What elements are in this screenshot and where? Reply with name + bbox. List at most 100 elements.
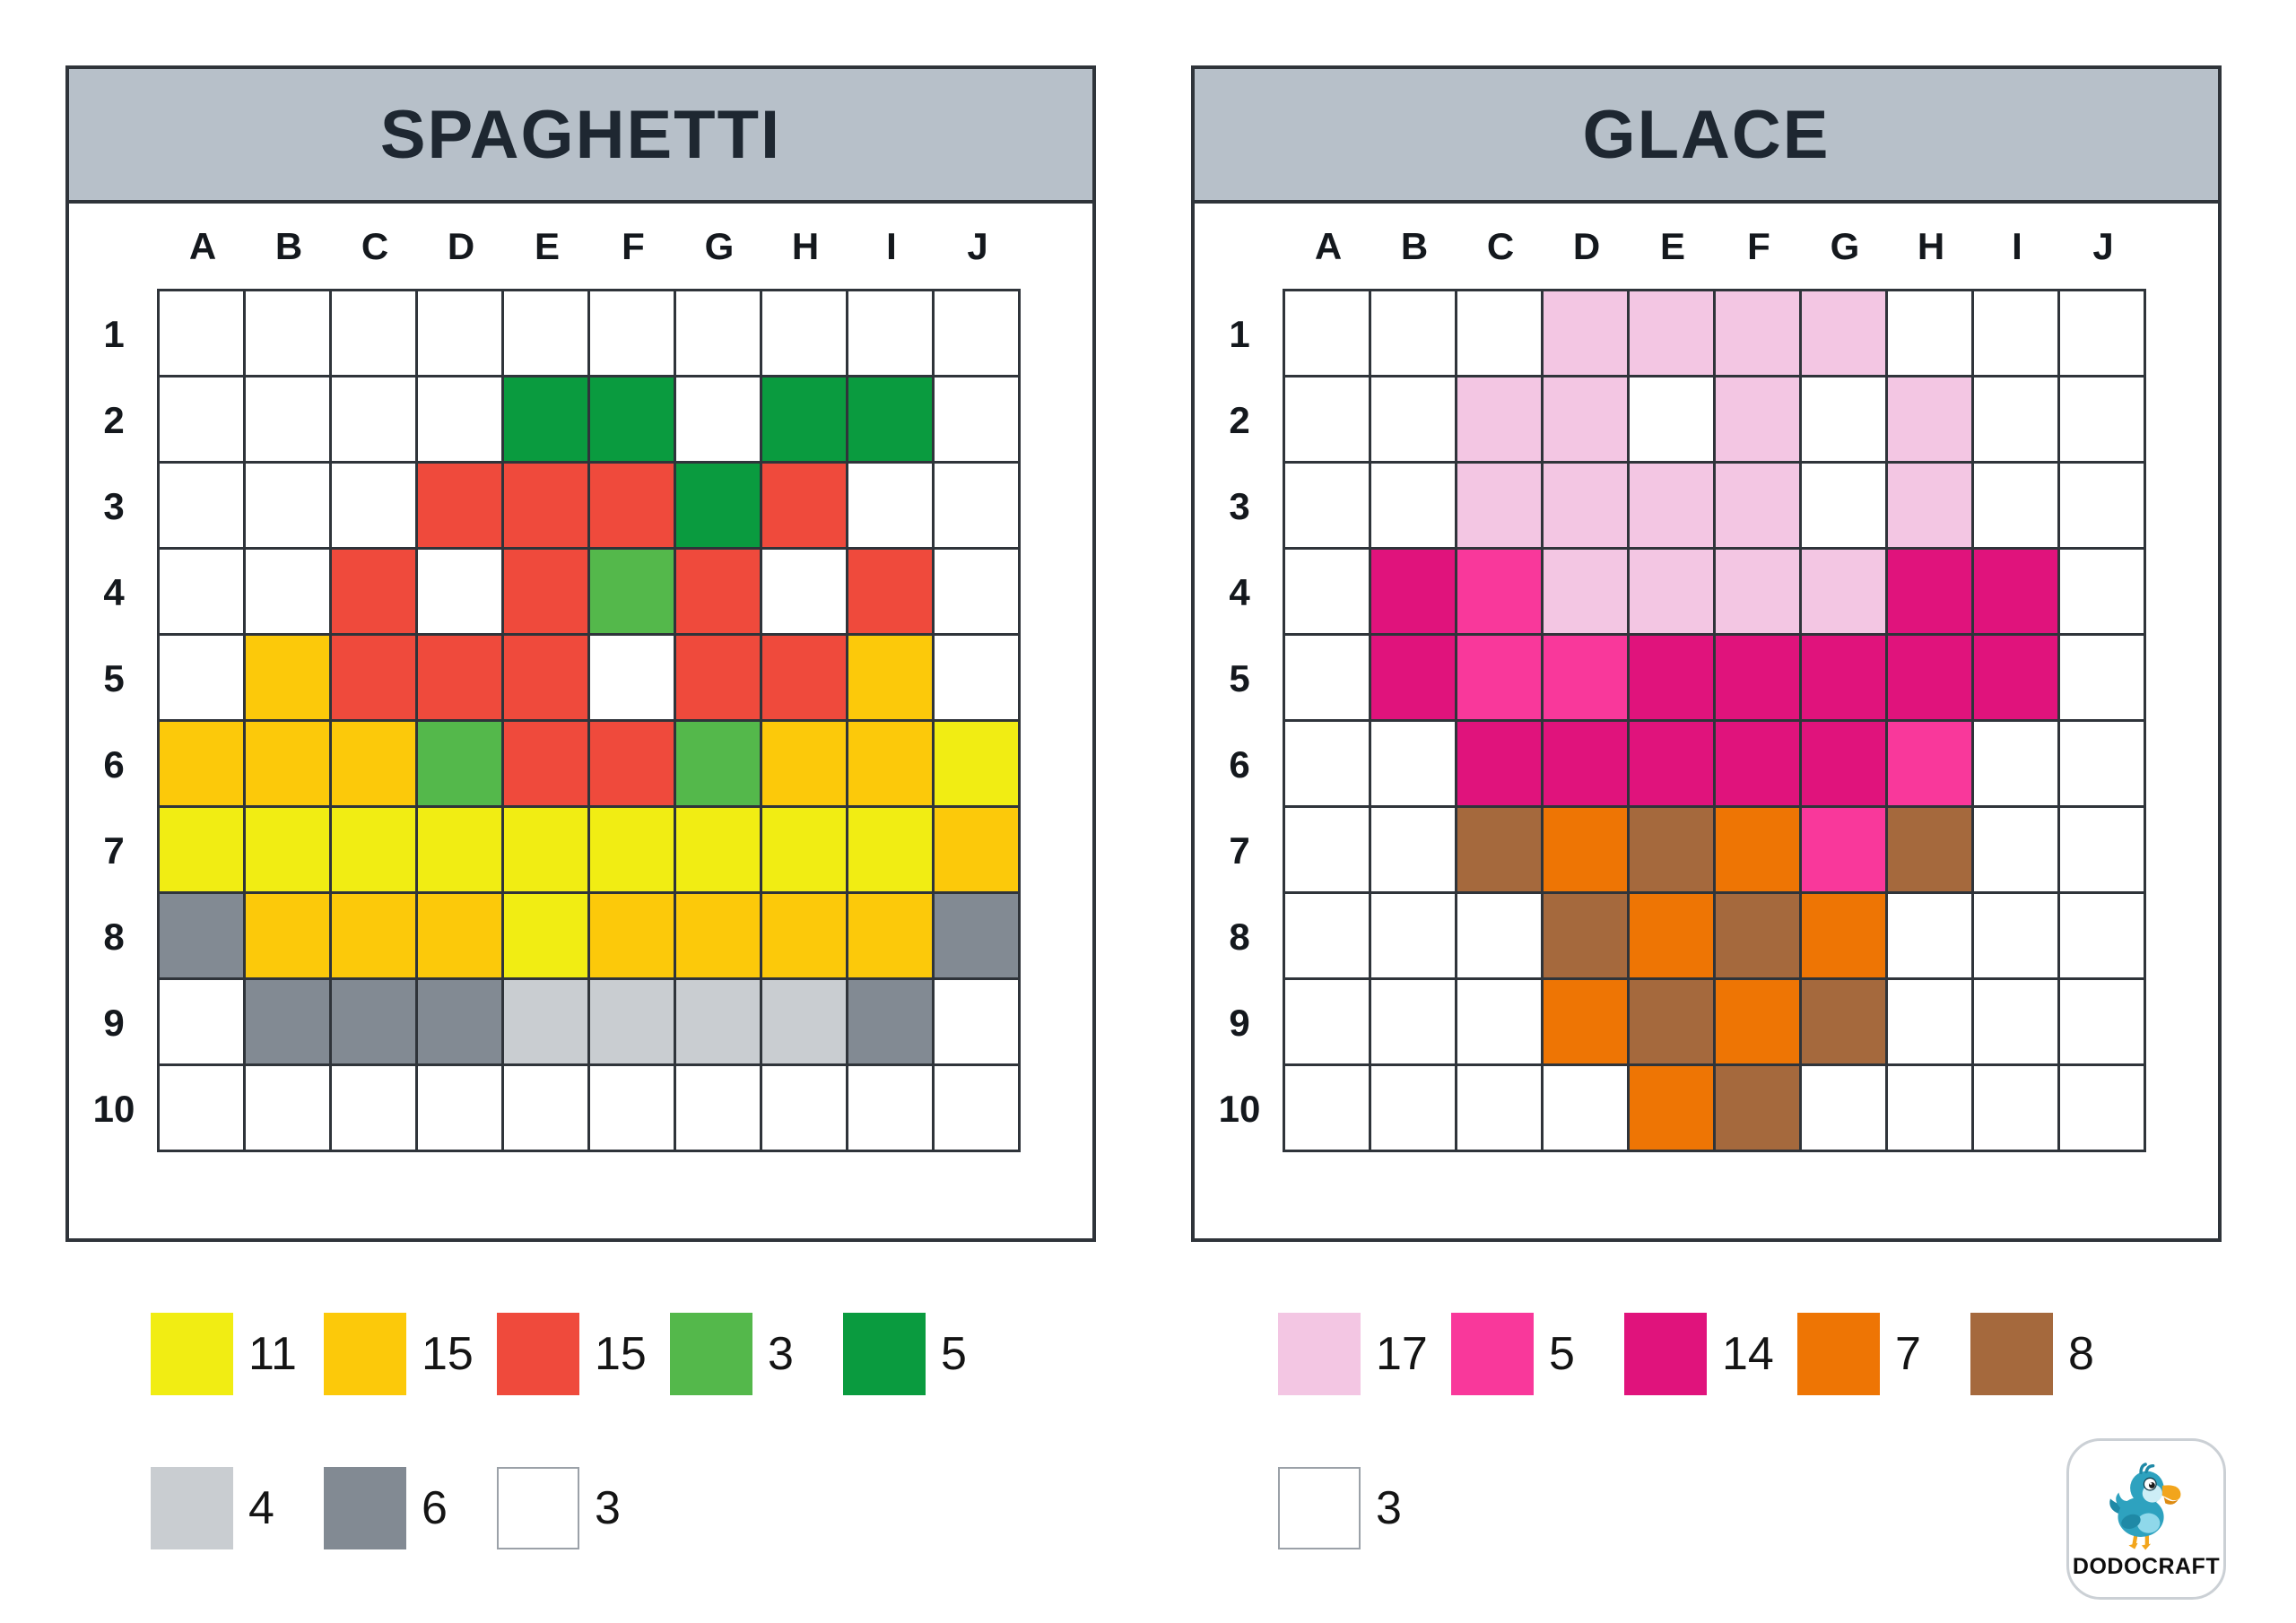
row-label-10: 10 [1218, 1088, 1261, 1130]
cell-g6 [676, 722, 760, 805]
cell-i8 [1974, 894, 2057, 977]
cell-c7 [1457, 808, 1541, 891]
legend-swatch-orange [1797, 1313, 1880, 1395]
cell-i4 [1974, 550, 2057, 633]
cell-c8 [332, 894, 415, 977]
cell-i5 [848, 636, 932, 719]
cell-e8 [504, 894, 587, 977]
column-label-e: E [534, 225, 560, 267]
column-label-g: G [1830, 225, 1860, 267]
glace-title: GLACE [1582, 96, 1831, 173]
column-label-e: E [1659, 225, 1685, 267]
column-label-d: D [1572, 225, 1601, 267]
legend-count-brown: 8 [2068, 1328, 2094, 1380]
legend-count-golden-yellow: 15 [422, 1328, 474, 1380]
cell-c1 [1457, 291, 1541, 375]
legend-swatch-golden-yellow [324, 1313, 406, 1395]
cell-g8 [1802, 894, 1885, 977]
cell-d1 [1544, 291, 1627, 375]
cell-j4 [2060, 550, 2144, 633]
cell-j8 [935, 894, 1018, 977]
cell-i10 [848, 1066, 932, 1150]
column-label-j: J [967, 225, 988, 267]
cell-h7 [1888, 808, 1971, 891]
legend-count-white: 3 [1376, 1482, 1402, 1534]
cell-e2 [504, 378, 587, 461]
cell-e3 [1630, 464, 1713, 547]
cell-f10 [590, 1066, 674, 1150]
cell-e10 [504, 1066, 587, 1150]
cell-g9 [676, 980, 760, 1063]
cell-h1 [1888, 291, 1971, 375]
legend-count-dark-green: 5 [941, 1328, 967, 1380]
row-label-9: 9 [103, 1002, 125, 1044]
column-label-c: C [1486, 225, 1515, 267]
cell-f9 [1716, 980, 1799, 1063]
cell-b7 [246, 808, 329, 891]
cell-j10 [935, 1066, 1018, 1150]
cell-h9 [762, 980, 846, 1063]
legend-count-dark-pink: 14 [1722, 1328, 1774, 1380]
legend-swatch-white [497, 1467, 579, 1549]
legend-item-light-pink: 17 [1278, 1313, 1451, 1395]
cell-d4 [418, 550, 501, 633]
cell-a4 [1285, 550, 1369, 633]
spaghetti-title: SPAGHETTI [379, 96, 782, 173]
legend-item-hot-pink: 5 [1451, 1313, 1624, 1395]
legend-swatch-green [670, 1313, 752, 1395]
row-label-2: 2 [103, 399, 125, 441]
cell-e4 [1630, 550, 1713, 633]
cell-b3 [1371, 464, 1455, 547]
cell-f3 [590, 464, 674, 547]
legend-item-light-gray: 4 [151, 1467, 324, 1549]
column-label-b: B [274, 225, 303, 267]
cell-e5 [504, 636, 587, 719]
cell-a6 [160, 722, 243, 805]
cell-d2 [1544, 378, 1627, 461]
cell-c5 [1457, 636, 1541, 719]
legend-count-white: 3 [595, 1482, 621, 1534]
cell-e9 [1630, 980, 1713, 1063]
row-label-3: 3 [103, 485, 125, 527]
cell-d8 [1544, 894, 1627, 977]
cell-b4 [246, 550, 329, 633]
cell-e9 [504, 980, 587, 1063]
column-label-b: B [1400, 225, 1429, 267]
cell-h9 [1888, 980, 1971, 1063]
row-label-8: 8 [103, 916, 125, 958]
cell-a2 [160, 378, 243, 461]
cell-j9 [2060, 980, 2144, 1063]
cell-i1 [1974, 291, 2057, 375]
column-label-f: F [1747, 225, 1770, 267]
cell-d5 [1544, 636, 1627, 719]
cell-h5 [762, 636, 846, 719]
legend-item-green: 3 [670, 1313, 843, 1395]
cell-g5 [1802, 636, 1885, 719]
legend-swatch-dark-green [843, 1313, 926, 1395]
cell-h6 [762, 722, 846, 805]
cell-d9 [418, 980, 501, 1063]
cell-a3 [1285, 464, 1369, 547]
column-label-g: G [704, 225, 735, 267]
cell-i7 [848, 808, 932, 891]
cell-f4 [590, 550, 674, 633]
cell-f10 [1716, 1066, 1799, 1150]
row-label-7: 7 [103, 829, 125, 872]
legend-item-dark-pink: 14 [1624, 1313, 1797, 1395]
cell-d10 [1544, 1066, 1627, 1150]
cell-a7 [160, 808, 243, 891]
row-labels: 1 2 3 4 5 6 7 8 9 10 [71, 289, 157, 1152]
cell-i3 [848, 464, 932, 547]
cell-f1 [1716, 291, 1799, 375]
cell-j2 [2060, 378, 2144, 461]
cell-d4 [1544, 550, 1627, 633]
cell-d1 [418, 291, 501, 375]
row-label-5: 5 [103, 657, 125, 699]
cell-c5 [332, 636, 415, 719]
cell-h10 [762, 1066, 846, 1150]
cell-h6 [1888, 722, 1971, 805]
row-label-3: 3 [1229, 485, 1250, 527]
column-label-h: H [1917, 225, 1945, 267]
glace-header: GLACE [1195, 69, 2218, 204]
cell-d2 [418, 378, 501, 461]
